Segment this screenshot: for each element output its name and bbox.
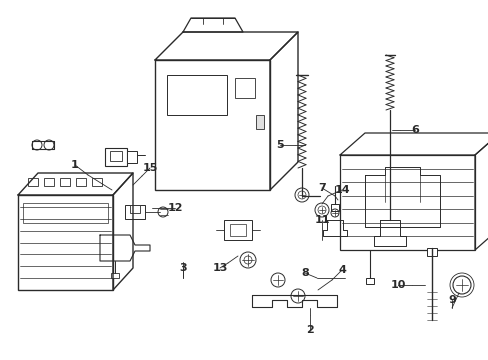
Bar [426,248,436,256]
Text: 13: 13 [212,263,227,273]
Text: 2: 2 [305,325,313,335]
Bar [23,203,108,223]
Bar [111,273,119,278]
Bar [167,75,226,115]
Bar [28,178,38,186]
Bar [330,204,338,211]
Text: 5: 5 [276,140,283,150]
Bar [92,178,102,186]
Bar [18,195,113,290]
Text: 8: 8 [301,268,308,278]
Text: 9: 9 [447,295,455,305]
Circle shape [44,140,54,150]
Bar [76,178,86,186]
Text: 7: 7 [318,183,325,193]
Bar [44,178,54,186]
Bar [125,205,145,219]
Bar [127,151,137,163]
Text: 4: 4 [337,265,345,275]
Text: 1: 1 [71,160,79,170]
Bar [339,155,474,250]
Bar [235,78,254,98]
Bar [130,205,140,213]
Text: 10: 10 [389,280,405,290]
Bar [60,178,70,186]
Circle shape [270,273,285,287]
Text: 15: 15 [142,163,157,173]
Bar [224,220,251,240]
Circle shape [294,188,308,202]
Circle shape [452,276,470,294]
Text: 11: 11 [314,215,329,225]
Bar [365,278,373,284]
Bar [256,115,264,129]
Circle shape [314,203,328,217]
Text: 3: 3 [179,263,186,273]
Bar [229,224,245,236]
Circle shape [290,289,305,303]
Text: 6: 6 [410,125,418,135]
Bar [155,60,269,190]
Bar [110,151,122,161]
Text: 12: 12 [167,203,183,213]
Text: 14: 14 [333,185,349,195]
Circle shape [32,140,42,150]
Bar [105,148,127,166]
